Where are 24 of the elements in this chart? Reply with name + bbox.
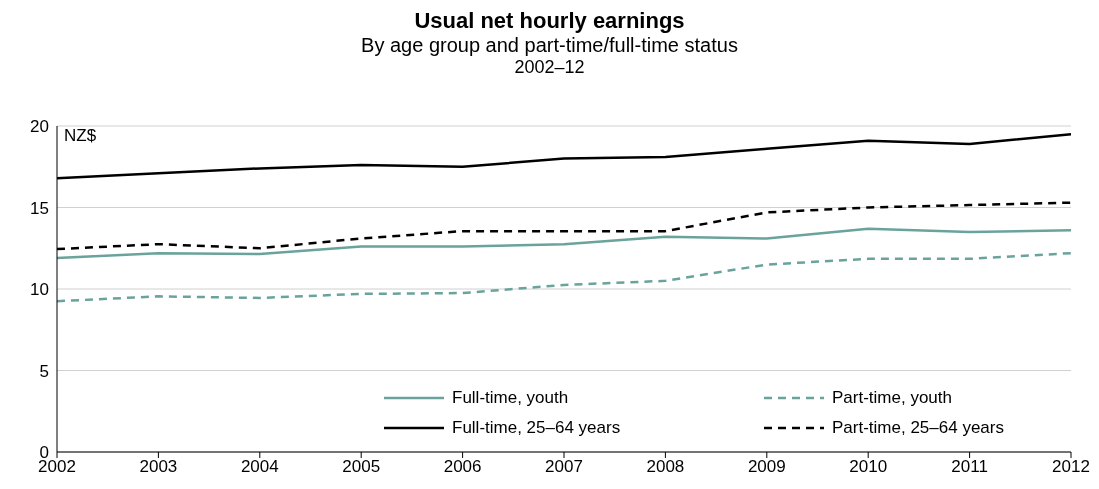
legend-label: Full-time, 25–64 years (452, 418, 621, 438)
x-tick-label: 2009 (747, 457, 786, 477)
x-tick-label: 2003 (139, 457, 178, 477)
line-series (57, 251, 1071, 303)
y-tick-label: 15 (30, 198, 49, 218)
legend-label: Part-time, 25–64 years (832, 418, 1004, 438)
x-tick-label: 2008 (646, 457, 685, 477)
text: 2002–12 (513, 57, 586, 78)
chart-title: Usual net hourly earnings (413, 8, 686, 34)
legend-label: Part-time, youth (832, 388, 952, 408)
legend-label: Full-time, youth (452, 388, 569, 408)
x-tick-label: 2004 (240, 457, 279, 477)
x-tick-label: 2011 (951, 457, 988, 477)
y-axis-title: NZ$ (64, 126, 97, 146)
line-series (57, 227, 1071, 260)
x-tick-label: 2005 (342, 457, 381, 477)
x-tick-label: 2010 (849, 457, 888, 477)
x-tick-label: 2007 (545, 457, 583, 477)
y-tick-label: 10 (30, 280, 49, 300)
x-tick-label: 2012 (1052, 457, 1090, 477)
x-tick-label: 2006 (443, 457, 482, 477)
y-tick-label: 20 (30, 117, 49, 137)
y-tick-label: 5 (39, 361, 49, 381)
chart-subtitle: By age group and part-time/full-time status (360, 34, 739, 57)
